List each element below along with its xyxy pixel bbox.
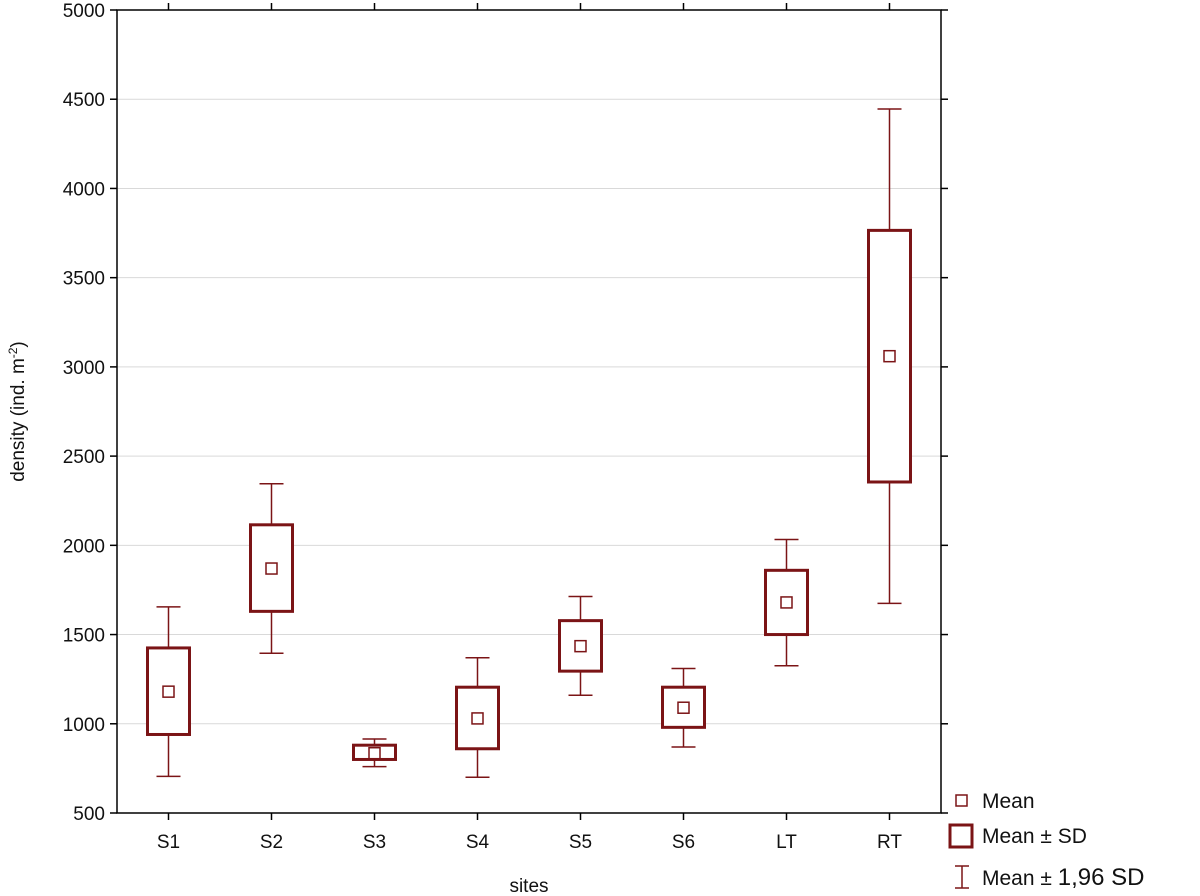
y-tick-label: 500 (73, 804, 105, 825)
y-tick-label: 3500 (63, 269, 105, 290)
legend-mean-marker (955, 794, 968, 807)
sd-box (146, 646, 191, 736)
y-axis-title: density (ind. m-2) (6, 341, 29, 482)
sd-box (764, 568, 809, 637)
x-axis-ticks: S1 S2 S3 S4 S5 S6 LT RT (157, 3, 902, 853)
sd-box (558, 619, 603, 673)
box-s3 (352, 738, 397, 768)
y-tick-label: 2000 (63, 536, 105, 557)
x-tick-label: LT (776, 832, 797, 853)
box-s5 (558, 595, 603, 696)
legend-whisker-marker (955, 865, 969, 889)
mean-marker (574, 639, 587, 653)
x-tick-label: S4 (466, 832, 490, 853)
y-tick-label: 4500 (63, 90, 105, 111)
x-tick-label: S3 (363, 832, 386, 853)
legend-mean-label: Mean (982, 790, 1035, 813)
x-tick-label: S1 (157, 832, 180, 853)
y-tick-label: 2500 (63, 447, 105, 468)
x-tick-label: S5 (569, 832, 592, 853)
mean-marker (677, 701, 690, 714)
sd-box (249, 523, 294, 613)
y-axis-title-end: ) (8, 341, 29, 347)
legend-whisker-label-big: 1,96 SD (1058, 864, 1145, 891)
legend-sd-marker (948, 823, 974, 849)
x-axis-title: sites (509, 876, 548, 896)
y-tick-label: 4000 (63, 179, 105, 200)
box-s1 (146, 606, 191, 778)
mean-marker (368, 746, 381, 760)
box-s6 (661, 667, 706, 748)
x-tick-label: S2 (260, 832, 283, 853)
box-lt (764, 538, 809, 667)
mean-marker (883, 349, 896, 363)
mean-marker (265, 562, 278, 575)
y-tick-label: 1500 (63, 626, 105, 647)
y-tick-label: 3000 (63, 358, 105, 379)
legend-sd-label: Mean ± SD (982, 825, 1087, 848)
y-tick-label: 1000 (63, 715, 105, 736)
sd-box (661, 685, 706, 729)
plot-frame (116, 9, 942, 814)
sd-box (867, 228, 912, 484)
grid-lines (117, 98, 941, 725)
box-s4 (455, 657, 500, 779)
mean-marker (162, 685, 175, 698)
box-rt (867, 108, 912, 605)
y-axis-ticks: 500 1000 1500 2000 2500 3000 3500 4000 4500 5000 (63, 1, 948, 825)
y-tick-label: 5000 (63, 1, 105, 22)
mean-marker (471, 712, 484, 725)
box-s2 (249, 483, 294, 655)
mean-marker (780, 596, 793, 609)
x-tick-label: RT (877, 832, 902, 853)
box-marks (146, 108, 912, 779)
legend-whisker-label-pre: Mean ± (982, 867, 1058, 890)
sd-box (455, 685, 500, 751)
y-axis-title-main: density (ind. m (8, 358, 29, 482)
y-axis-title-sup: -2 (6, 347, 20, 358)
x-tick-label: S6 (672, 832, 695, 853)
legend: Mean Mean ± SD Mean ± 1,96 SD (948, 790, 1144, 891)
legend-whisker-label: Mean ± 1,96 SD (982, 864, 1144, 891)
